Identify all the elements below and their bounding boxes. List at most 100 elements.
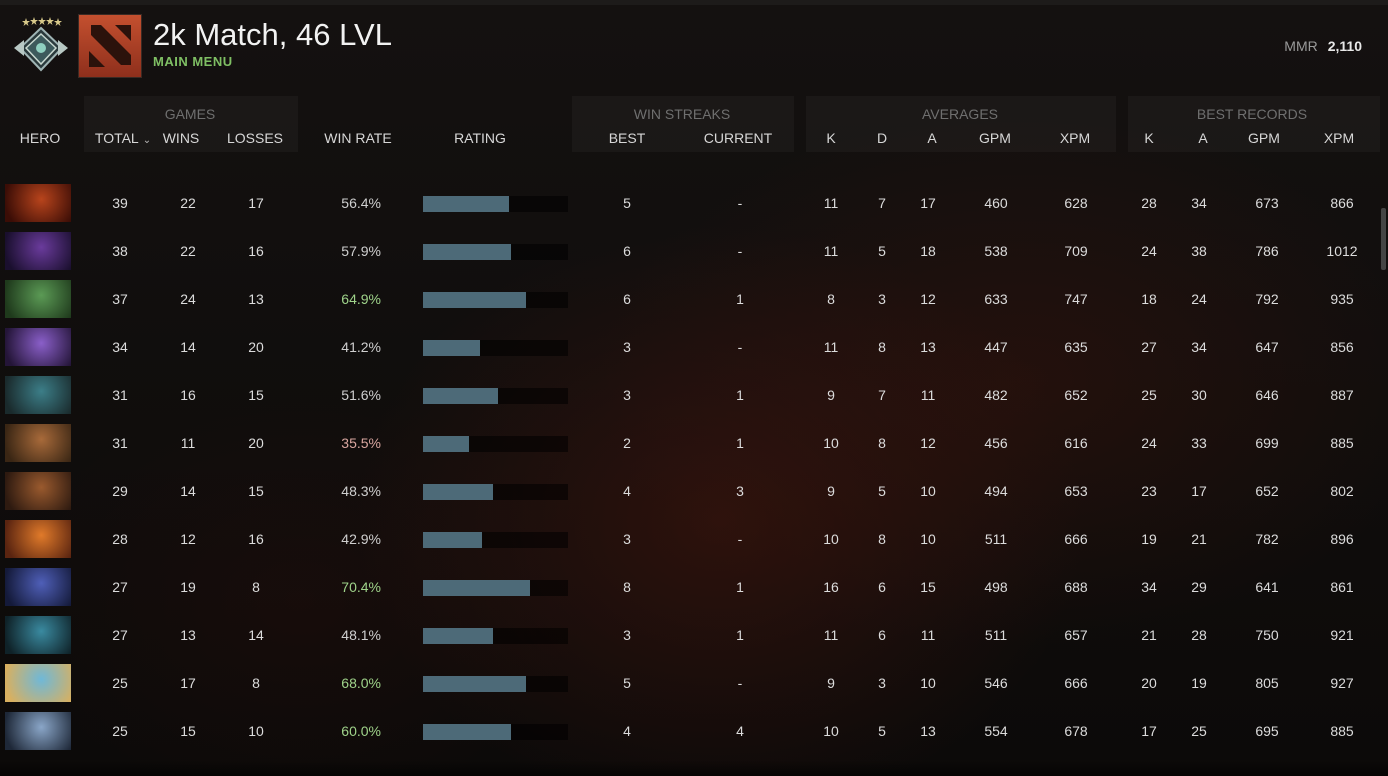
hero-phantom-assassin-icon[interactable]	[5, 616, 71, 654]
cell-bgpm: 792	[1255, 291, 1279, 307]
cell-bxpm: 1012	[1326, 243, 1358, 259]
column-header-best-xpm[interactable]: XPM	[1323, 130, 1355, 146]
cell-d: 7	[878, 387, 886, 403]
column-header-wins[interactable]: WINS	[162, 130, 200, 146]
top-strip	[0, 0, 1388, 5]
cell-current: 1	[736, 579, 744, 595]
cell-bxpm: 927	[1330, 675, 1354, 691]
rank-medal-icon[interactable]	[10, 14, 72, 74]
cell-k: 9	[827, 675, 835, 691]
cell-gpm: 546	[984, 675, 1008, 691]
cell-gpm: 498	[984, 579, 1008, 595]
table-row[interactable]: 31 11 20 2 1 10 8 12 456 616 24 33 699 885 35.5%	[0, 424, 1380, 468]
cell-bgpm: 750	[1255, 627, 1279, 643]
rating-bar	[423, 532, 568, 548]
column-header-win-rate[interactable]: WIN RATE	[324, 130, 392, 146]
column-header-current-streak[interactable]: CURRENT	[703, 130, 773, 146]
column-header-best-assists[interactable]: A	[1198, 130, 1208, 146]
cell-ba: 30	[1191, 387, 1207, 403]
rating-bar-fill	[423, 292, 526, 308]
cell-bk: 34	[1141, 579, 1157, 595]
table-row[interactable]: 34 14 20 3 - 11 8 13 447 635 27 34 647 856 41.2%	[0, 328, 1380, 372]
cell-ba: 25	[1191, 723, 1207, 739]
cell-best: 3	[623, 627, 631, 643]
cell-gpm: 511	[984, 531, 1008, 547]
hero-monkey-king-icon[interactable]	[5, 424, 71, 462]
mmr-value: 2,110	[1327, 38, 1362, 54]
cell-d: 8	[878, 339, 886, 355]
rating-bar-fill	[423, 724, 511, 740]
hero-venomancer-icon[interactable]	[5, 280, 71, 318]
cell-xpm: 666	[1064, 675, 1088, 691]
hero-drow-ranger-icon[interactable]	[5, 712, 71, 750]
table-row[interactable]: 38 22 16 6 - 11 5 18 538 709 24 38 786 1012 57.9%	[0, 232, 1380, 276]
cell-xpm: 635	[1064, 339, 1088, 355]
column-header-hero[interactable]: HERO	[19, 130, 61, 146]
cell-bk: 25	[1141, 387, 1157, 403]
cell-k: 8	[827, 291, 835, 307]
cell-losses: 14	[248, 627, 264, 643]
cell-bxpm: 802	[1330, 483, 1354, 499]
hero-tinker-icon[interactable]	[5, 376, 71, 414]
cell-win-rate: 41.2%	[341, 339, 381, 355]
table-row[interactable]: 28 12 16 3 - 10 8 10 511 666 19 21 782 896 42.9%	[0, 520, 1380, 564]
column-header-avg-assists[interactable]: A	[927, 130, 937, 146]
cell-losses: 17	[248, 195, 264, 211]
cell-ba: 28	[1191, 627, 1207, 643]
column-header-losses[interactable]: LOSSES	[226, 130, 284, 146]
cell-ba: 38	[1191, 243, 1207, 259]
cell-bxpm: 885	[1330, 435, 1354, 451]
cell-k: 11	[823, 339, 839, 355]
table-row[interactable]: 25 17 8 5 - 9 3 10 546 666 20 19 805 927 68.0%	[0, 664, 1380, 708]
column-header-best-gpm[interactable]: GPM	[1248, 130, 1280, 146]
table-row[interactable]: 27 19 8 8 1 16 6 15 498 688 34 29 641 861 70.4%	[0, 568, 1380, 612]
hero-faceless-void-icon[interactable]	[5, 232, 71, 270]
main-menu-link[interactable]: MAIN MENU	[153, 54, 233, 69]
cell-bgpm: 695	[1255, 723, 1279, 739]
table-row[interactable]: 37 24 13 6 1 8 3 12 633 747 18 24 792 935 64.9%	[0, 280, 1380, 324]
column-header-avg-deaths[interactable]: D	[876, 130, 888, 146]
cell-best: 4	[623, 483, 631, 499]
scrollbar-thumb[interactable]	[1381, 208, 1386, 270]
cell-gpm: 511	[984, 627, 1008, 643]
column-header-avg-kills[interactable]: K	[826, 130, 836, 146]
cell-ba: 33	[1191, 435, 1207, 451]
cell-gpm: 460	[984, 195, 1008, 211]
hero-void-spirit-icon[interactable]	[5, 328, 71, 366]
column-header-best-streak[interactable]: BEST	[608, 130, 646, 146]
hero-riki-icon[interactable]	[5, 568, 71, 606]
column-header-avg-xpm[interactable]: XPM	[1059, 130, 1091, 146]
cell-gpm: 494	[984, 483, 1008, 499]
column-header-rating[interactable]: RATING	[454, 130, 506, 146]
cell-best: 2	[623, 435, 631, 451]
cell-bgpm: 652	[1255, 483, 1279, 499]
cell-bxpm: 887	[1330, 387, 1354, 403]
hero-doom-icon[interactable]	[5, 184, 71, 222]
column-header-best-kills[interactable]: K	[1144, 130, 1154, 146]
rating-bar-fill	[423, 196, 509, 212]
table-row[interactable]: 27 13 14 3 1 11 6 11 511 657 21 28 750 921 48.1%	[0, 616, 1380, 660]
column-header-total[interactable]: TOTAL ⌄	[88, 130, 158, 146]
cell-a: 13	[920, 723, 936, 739]
table-row[interactable]: 29 14 15 4 3 9 5 10 494 653 23 17 652 802 48.3%	[0, 472, 1380, 516]
cell-ba: 19	[1191, 675, 1207, 691]
table-row[interactable]: 25 15 10 4 4 10 5 13 554 678 17 25 695 885 60.0%	[0, 712, 1380, 756]
cell-gpm: 633	[984, 291, 1008, 307]
table-row[interactable]: 31 16 15 3 1 9 7 11 482 652 25 30 646 887 51.6%	[0, 376, 1380, 420]
column-header-avg-gpm[interactable]: GPM	[979, 130, 1011, 146]
cell-ba: 34	[1191, 195, 1207, 211]
cell-gpm: 482	[984, 387, 1008, 403]
cell-gpm: 554	[984, 723, 1008, 739]
cell-wins: 22	[180, 243, 196, 259]
cell-wins: 16	[180, 387, 196, 403]
hero-dawnbreaker-icon[interactable]	[5, 472, 71, 510]
cell-k: 16	[823, 579, 839, 595]
cell-current: 1	[736, 627, 744, 643]
hero-omniknight-icon[interactable]	[5, 664, 71, 702]
cell-total: 25	[112, 675, 128, 691]
cell-d: 8	[878, 531, 886, 547]
cell-wins: 22	[180, 195, 196, 211]
table-row[interactable]: 39 22 17 5 - 11 7 17 460 628 28 34 673 866 56.4%	[0, 184, 1380, 228]
rating-bar	[423, 244, 568, 260]
hero-lina-icon[interactable]	[5, 520, 71, 558]
